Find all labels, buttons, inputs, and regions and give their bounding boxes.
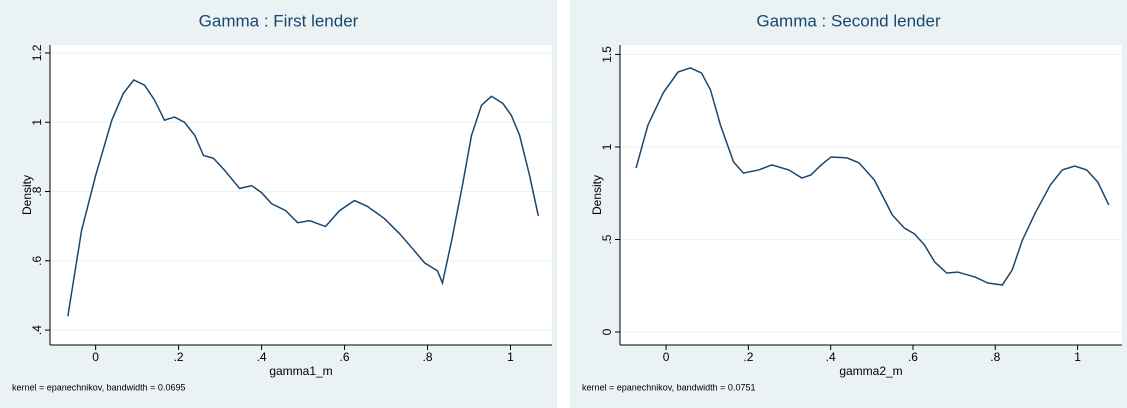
x-tick-label: .6 (908, 350, 918, 364)
x-tick-label: 1 (507, 350, 514, 364)
density-line (67, 79, 540, 317)
y-tick-label: .8 (30, 186, 44, 196)
y-tick-label: .4 (30, 325, 44, 335)
x-tick-label: 0 (92, 350, 99, 364)
x-tick-label: 1 (1074, 350, 1081, 364)
y-tick-label: .5 (600, 234, 614, 244)
chart-panel: Gamma : First lender .4 .6 .8 1 1.2 0 .2 .4 .6 .8 1… (0, 0, 557, 408)
note: kernel = epanechnikov, bandwidth = 0.069… (12, 382, 185, 392)
y-tick-label: 1 (600, 143, 614, 150)
x-tick-label: .2 (743, 350, 753, 364)
x-axis-title: gamma2_m (839, 364, 902, 378)
x-tick-label: 0 (663, 350, 670, 364)
chart-title: Gamma : First lender (199, 11, 359, 30)
x-tick-label: .8 (423, 350, 433, 364)
y-axis-title: Density (590, 175, 604, 215)
y-tick-label: .6 (30, 255, 44, 265)
y-tick-label: 1.2 (30, 44, 44, 61)
y-tick-label: 1.5 (600, 46, 614, 63)
x-tick-label: .8 (990, 350, 1000, 364)
plot-area (50, 45, 552, 345)
density-line (635, 67, 1110, 286)
x-tick-label: .4 (826, 350, 836, 364)
chart-panel: Gamma : Second lender 0 .5 1 1.5 0 .2 .4 .6 .8 1 ga… (570, 0, 1127, 408)
note: kernel = epanechnikov, bandwidth = 0.075… (582, 382, 755, 392)
x-tick-label: .4 (257, 350, 267, 364)
plot-area (620, 45, 1122, 345)
x-tick-label: .6 (340, 350, 350, 364)
y-tick-label: 0 (600, 328, 614, 335)
chart-title: Gamma : Second lender (756, 11, 941, 30)
y-axis-title: Density (20, 175, 34, 215)
x-axis-title: gamma1_m (269, 364, 332, 378)
x-tick-label: .2 (174, 350, 184, 364)
y-tick-label: 1 (30, 119, 44, 126)
